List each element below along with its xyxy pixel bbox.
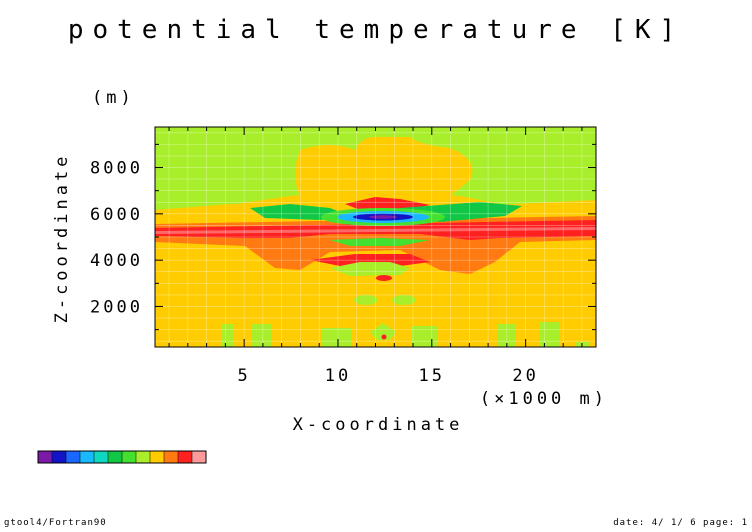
- x-tick-label: 20: [512, 366, 538, 386]
- color-bar: [37, 450, 207, 464]
- contour-field: [155, 127, 596, 347]
- color-bar-swatch: [192, 451, 206, 463]
- y-axis-label: Z-coordinate: [52, 153, 72, 324]
- x-axis-label: X-coordinate: [293, 415, 464, 435]
- x-tick-label: 15: [419, 366, 445, 386]
- plot-frame: [154, 126, 597, 348]
- color-bar-swatch: [150, 451, 164, 463]
- color-bar-swatch: [38, 451, 52, 463]
- y-tick-label: 8000: [90, 159, 143, 179]
- y-tick-label: 2000: [90, 297, 143, 317]
- color-bar-swatch: [52, 451, 66, 463]
- color-bar-swatch: [66, 451, 80, 463]
- footer-right: date: 4/ 1/ 6 page: 1: [613, 518, 748, 528]
- grid-lines: [155, 127, 596, 347]
- color-bar-swatch: [108, 451, 122, 463]
- color-bar-swatch: [164, 451, 178, 463]
- x-axis-ticks: 5 10 15 20: [168, 127, 583, 386]
- color-bar-swatch: [94, 451, 108, 463]
- x-tick-label: 10: [325, 366, 351, 386]
- color-bar-swatch: [80, 451, 94, 463]
- color-bar-swatch: [178, 451, 192, 463]
- y-axis-ticks: 2000 4000 6000 8000: [90, 143, 596, 331]
- y-tick-label: 6000: [90, 205, 143, 225]
- color-bar-swatch: [136, 451, 150, 463]
- chart-title: potential temperature [K]: [68, 15, 684, 45]
- y-unit-label: (m): [92, 88, 135, 108]
- x-tick-label: 5: [238, 366, 251, 386]
- y-tick-label: 4000: [90, 251, 143, 271]
- color-bar-swatch: [122, 451, 136, 463]
- footer-left: gtool4/Fortran90: [4, 518, 107, 528]
- x-unit-label: (×1000 m): [480, 389, 608, 409]
